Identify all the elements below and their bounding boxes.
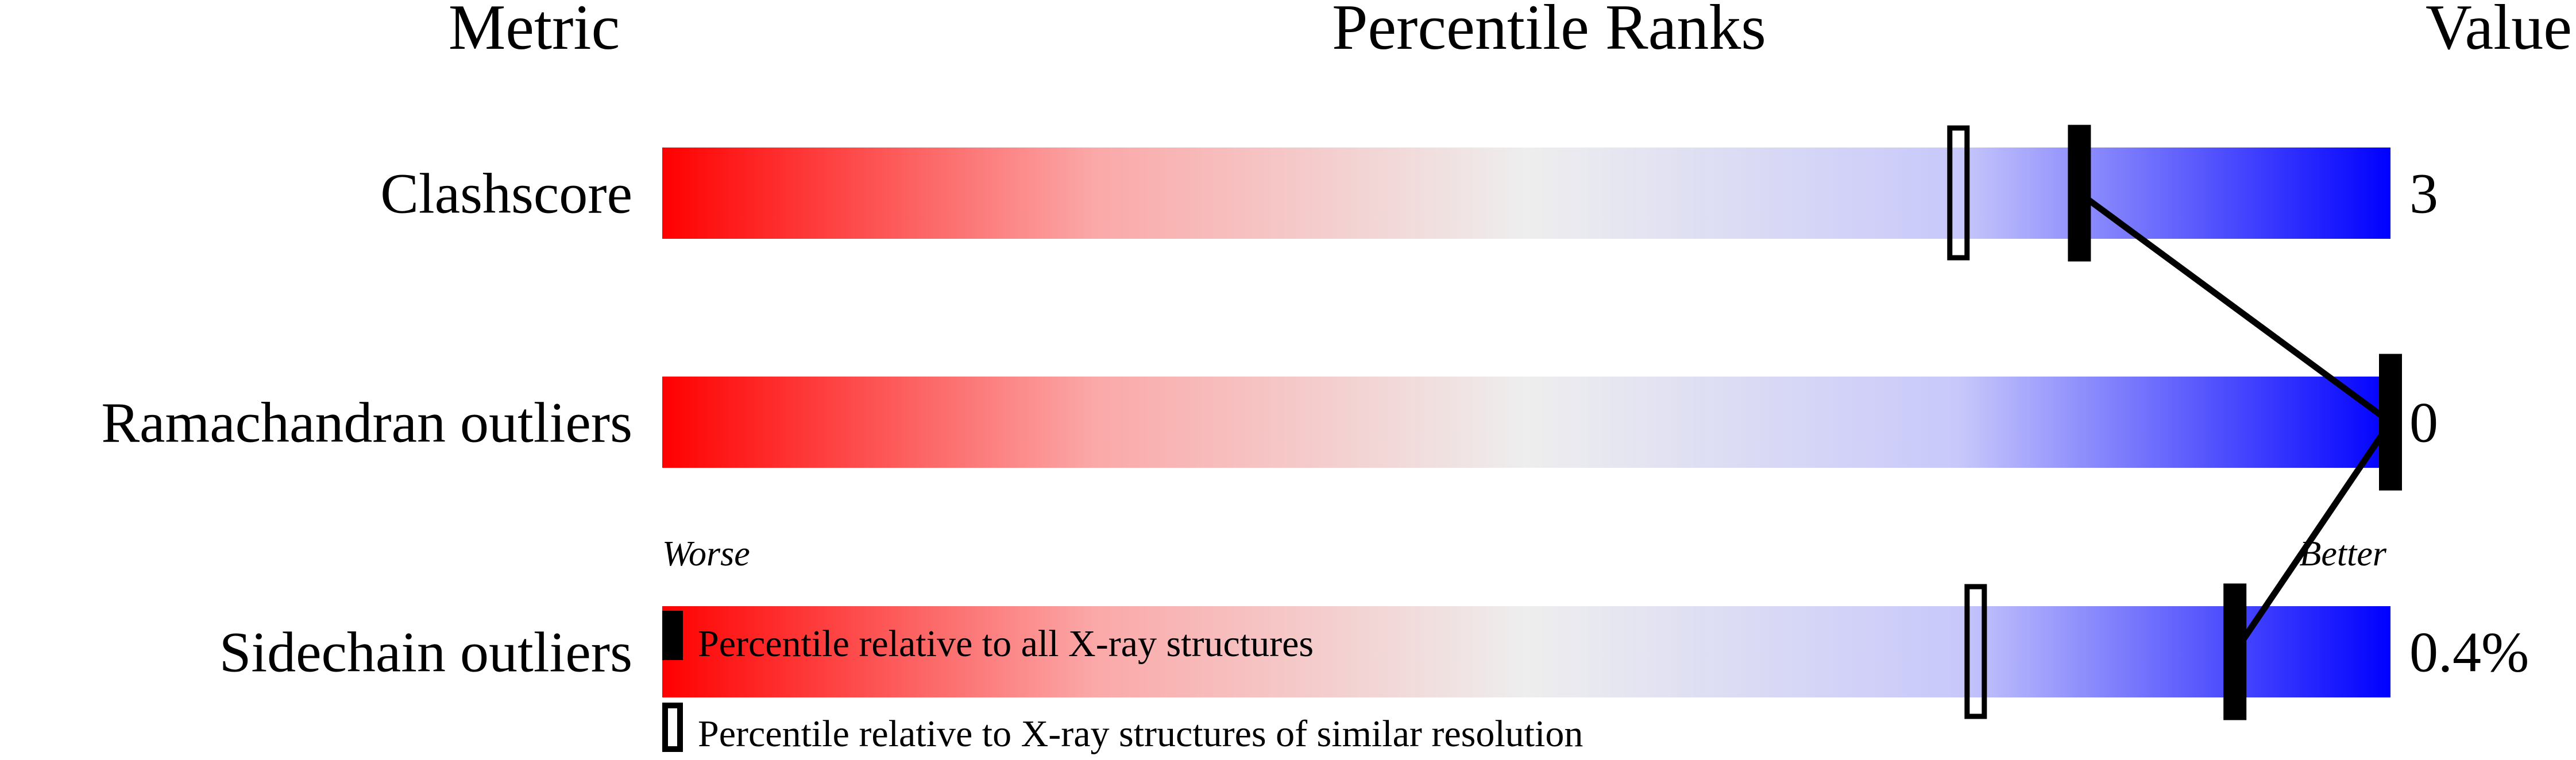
metric-value: 0 [2409, 391, 2438, 455]
metric-value: 3 [2409, 162, 2438, 226]
similar-resolution-marker [1964, 584, 1987, 719]
header-value: Value [2426, 0, 2572, 63]
legend-filled-marker [662, 611, 683, 660]
better-label: Better [2300, 534, 2387, 573]
header-metric: Metric [449, 0, 620, 63]
percentile-bar [662, 606, 2390, 697]
connector-line [2077, 191, 2393, 425]
all-structures-marker [2068, 125, 2091, 262]
metric-label: Sidechain outliers [219, 621, 632, 684]
connector-line [2232, 420, 2393, 654]
legend-open-label: Percentile relative to X-ray structures … [698, 713, 1583, 755]
metric-value: 0.4% [2409, 621, 2529, 684]
legend-open-marker [662, 703, 683, 752]
legend-filled-label: Percentile relative to all X-ray structu… [698, 623, 1314, 665]
metric-label: Ramachandran outliers [101, 391, 632, 455]
similar-resolution-marker [1947, 125, 1970, 261]
percentile-bar [662, 377, 2390, 468]
all-structures-marker [2223, 583, 2247, 720]
header-percentile-ranks: Percentile Ranks [1332, 0, 1766, 63]
percentile-bar [662, 148, 2390, 239]
worse-label: Worse [662, 534, 750, 573]
all-structures-marker [2379, 354, 2402, 491]
metric-label: Clashscore [380, 162, 632, 226]
